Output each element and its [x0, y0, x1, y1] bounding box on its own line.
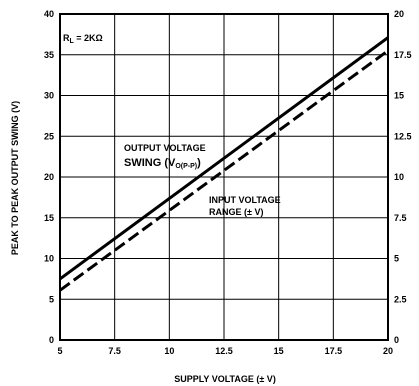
y2-tick-label: 10 — [394, 172, 404, 182]
y2-tick-label: 12.5 — [394, 131, 412, 141]
y-tick-label: 20 — [44, 172, 54, 182]
y-tick-label: 30 — [44, 91, 54, 101]
y-tick-label: 0 — [49, 335, 54, 345]
x-axis-title: SUPPLY VOLTAGE (± V) — [174, 374, 276, 384]
y-tick-label: 25 — [44, 131, 54, 141]
x-tick-label: 12.5 — [215, 346, 233, 356]
y2-tick-label: 7.5 — [394, 213, 407, 223]
x-tick-label: 7.5 — [108, 346, 121, 356]
output-swing-label-line1: OUTPUT VOLTAGE — [124, 143, 206, 153]
x-tick-label: 20 — [383, 346, 393, 356]
y-tick-label: 15 — [44, 213, 54, 223]
y2-tick-label: 0 — [394, 335, 399, 345]
y2-tick-label: 17.5 — [394, 50, 412, 60]
load-condition-label: RL = 2KΩ — [63, 33, 103, 45]
y2-tick-label: 2.5 — [394, 294, 407, 304]
x-tick-label: 10 — [164, 346, 174, 356]
y2-tick-label: 15 — [394, 91, 404, 101]
chart-grid — [59, 13, 389, 341]
y-tick-label: 5 — [49, 294, 54, 304]
series-lines — [59, 36, 389, 292]
x-tick-label: 17.5 — [325, 346, 343, 356]
x-tick-labels: 5 7.5 10 12.5 15 17.5 20 — [57, 346, 393, 356]
y2-tick-labels: 0 2.5 5 7.5 10 12.5 15 17.5 20 — [394, 9, 412, 345]
y-tick-labels: 0 5 10 15 20 25 30 35 40 — [44, 9, 54, 345]
y2-tick-label: 20 — [394, 9, 404, 19]
output-swing-label-line2: SWING (VO(P-P)) — [124, 157, 201, 170]
input-range-label-line1: INPUT VOLTAGE — [209, 195, 281, 205]
x-tick-label: 15 — [274, 346, 284, 356]
y2-tick-label: 5 — [394, 254, 399, 264]
output-swing-line — [59, 36, 389, 281]
y-tick-label: 35 — [44, 50, 54, 60]
input-range-label-line2: RANGE (± V) — [209, 207, 263, 217]
x-tick-label: 5 — [57, 346, 62, 356]
y-axis-title: PEAK TO PEAK OUTPUT SWING (V) — [10, 101, 20, 255]
y-tick-label: 10 — [44, 254, 54, 264]
y-tick-label: 40 — [44, 9, 54, 19]
plot-frame — [59, 13, 389, 341]
